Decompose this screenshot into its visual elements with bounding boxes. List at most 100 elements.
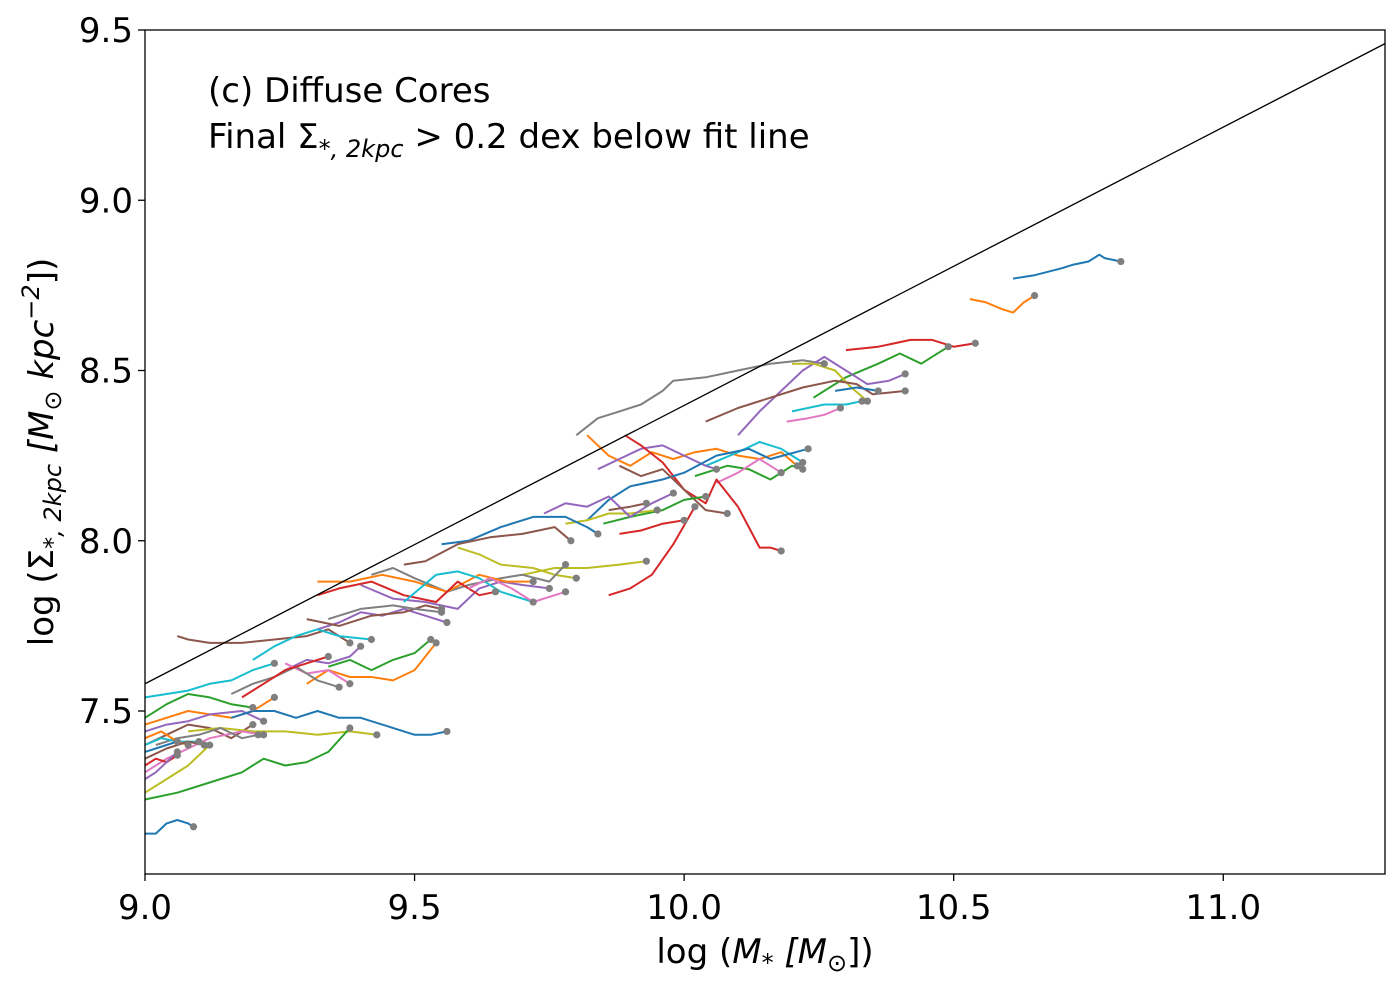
track-endpoint-44 — [346, 680, 354, 688]
track-line-24 — [608, 502, 647, 512]
x-label-unit-sub: ⊙ — [827, 949, 847, 977]
track-endpoint-18 — [804, 445, 812, 453]
track-line-29 — [457, 546, 577, 580]
track-endpoint-23 — [669, 489, 677, 497]
track-line-27 — [522, 560, 647, 576]
x-label-prefix: log ( — [656, 932, 732, 972]
annotation-subtitle-suffix: > 0.2 dex below fit line — [404, 117, 810, 157]
track-endpoint-42 — [432, 639, 440, 647]
y-label-unit: [M — [22, 411, 62, 464]
track-line-45 — [230, 665, 340, 695]
y-tick-label: 7.5 — [79, 692, 133, 732]
track-line-13 — [705, 441, 804, 467]
y-tick-label: 8.5 — [79, 352, 133, 392]
y-tick-label: 9.5 — [79, 11, 133, 51]
track-line-30 — [371, 563, 567, 593]
track-line-6 — [737, 355, 906, 436]
track-line-38 — [327, 604, 442, 621]
track-line-54 — [144, 727, 351, 801]
track-line-11 — [834, 386, 879, 392]
track-endpoint-16 — [712, 465, 721, 473]
x-tick-label: 10.5 — [916, 888, 992, 928]
track-endpoint-56 — [254, 731, 262, 739]
track-endpoint-7 — [863, 397, 872, 405]
track-endpoint-5 — [820, 360, 828, 368]
track-endpoint-11 — [874, 387, 882, 395]
track-endpoint-49 — [270, 693, 278, 701]
track-line-44 — [284, 662, 351, 685]
fit-line — [144, 43, 1386, 685]
x-axis-ticks: 9.0 9.5 10.0 10.5 11.0 — [118, 874, 1261, 928]
track-endpoint-36 — [443, 618, 451, 627]
track-endpoint-54 — [346, 724, 354, 732]
track-line-5 — [575, 359, 825, 436]
track-line-21 — [608, 506, 696, 597]
track-endpoint-30 — [561, 560, 570, 569]
y-axis-label: log (Σ*, 2kpc [M⊙ kpc−2]) — [17, 258, 67, 646]
track-endpoint-15 — [777, 469, 785, 477]
track-endpoint-29 — [572, 574, 580, 582]
track-line-20 — [603, 495, 706, 525]
track-endpoint-17 — [777, 547, 785, 555]
track-endpoint-60 — [173, 748, 181, 756]
y-label-unit-sub: ⊙ — [39, 390, 67, 410]
track-endpoint-24 — [642, 499, 650, 507]
track-line-39 — [176, 628, 351, 644]
track-endpoint-40 — [367, 635, 376, 644]
y-tick-label: 9.0 — [79, 181, 133, 221]
track-endpoint-35 — [561, 588, 570, 596]
track-line-14 — [694, 464, 804, 481]
y-label-suffix: ]) — [22, 258, 62, 285]
track-endpoint-64 — [189, 823, 198, 831]
track-line-37 — [306, 604, 442, 627]
track-line-25 — [441, 515, 599, 546]
track-line-32 — [317, 573, 534, 593]
track-line-1 — [1012, 253, 1122, 280]
annotation-subtitle-sub: *, 2kpc — [319, 135, 404, 163]
track-endpoint-19 — [723, 509, 731, 518]
track-endpoint-2 — [1030, 291, 1039, 300]
track-endpoint-13 — [799, 458, 807, 467]
track-endpoint-1 — [1117, 257, 1125, 266]
y-tick-label: 8.0 — [79, 522, 133, 562]
track-line-47 — [144, 662, 275, 699]
track-endpoint-38 — [437, 608, 446, 616]
track-endpoint-34 — [529, 598, 537, 606]
track-endpoint-61 — [173, 738, 181, 746]
track-line-3 — [845, 338, 976, 352]
track-line-33 — [317, 580, 496, 603]
track-line-40 — [252, 628, 372, 661]
track-line-57 — [144, 744, 211, 794]
track-endpoint-4 — [944, 343, 952, 351]
track-line-35 — [468, 577, 566, 603]
track-endpoint-43 — [357, 642, 365, 650]
track-line-16 — [597, 444, 717, 471]
track-endpoint-53 — [373, 731, 381, 739]
y-label-sub: *, 2kpc — [39, 464, 67, 549]
x-tick-label: 9.0 — [118, 888, 172, 928]
track-line-19 — [618, 464, 728, 515]
track-endpoint-32 — [529, 578, 537, 586]
track-endpoint-51 — [249, 721, 257, 729]
annotation-title: (c) Diffuse Cores — [208, 71, 490, 111]
track-line-43 — [284, 645, 362, 672]
x-tick-label: 11.0 — [1185, 888, 1261, 928]
track-endpoint-22 — [653, 506, 661, 514]
track-line-26 — [619, 519, 685, 535]
track-endpoint-26 — [680, 516, 688, 524]
track-line-31 — [360, 580, 550, 610]
track-endpoint-39 — [346, 639, 354, 647]
x-label-unit: [M — [774, 932, 827, 972]
track-endpoint-33 — [491, 588, 500, 596]
track-line-28 — [403, 526, 572, 566]
track-endpoint-14 — [799, 465, 807, 473]
track-line-18 — [586, 447, 809, 522]
track-endpoint-52 — [443, 727, 451, 736]
track-endpoint-12 — [793, 462, 801, 470]
x-label-sub: * — [762, 949, 774, 977]
track-endpoint-62 — [184, 741, 192, 749]
track-line-34 — [403, 570, 534, 603]
track-line-64 — [145, 819, 195, 835]
